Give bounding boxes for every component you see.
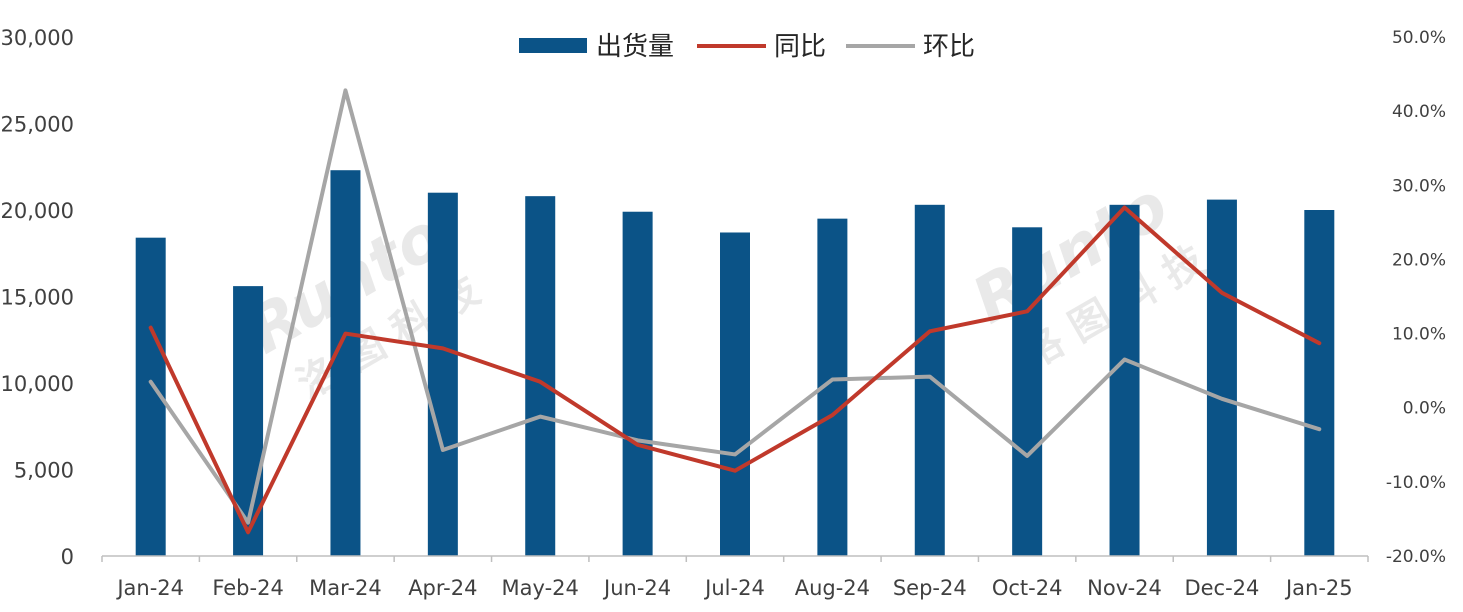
bar-Nov-24 (1109, 204, 1140, 556)
bar-Jul-24 (720, 232, 750, 557)
x-tick-label: Mar-24 (309, 576, 382, 600)
x-tick-label: Jul-24 (703, 576, 765, 600)
y-left-tick-label: 20,000 (1, 199, 74, 223)
y-left-tick-label: 25,000 (1, 113, 74, 137)
x-tick-label: Jan-24 (115, 576, 184, 600)
legend-label-yoy: 同比 (774, 32, 826, 62)
bar-Sep-24 (914, 204, 945, 556)
x-tick-label: Dec-24 (1184, 576, 1259, 600)
bar-Mar-24 (330, 170, 361, 556)
bar-May-24 (525, 196, 556, 556)
y-left-tick-label: 5,000 (14, 459, 74, 483)
line-yoy (148, 205, 1322, 535)
line-series (148, 88, 1322, 535)
x-tick-label: Jan-25 (1284, 576, 1353, 600)
legend-label-mom: 环比 (923, 32, 975, 62)
legend-swatch-shipments (519, 38, 587, 53)
bar-Jun-24 (622, 211, 653, 557)
y-right-tick-label: 10.0% (1392, 325, 1446, 345)
x-tick-label: May-24 (502, 576, 579, 600)
y-left-tick-label: 0 (61, 545, 74, 569)
x-tick-label: Apr-24 (408, 576, 477, 600)
bar-Jan-25 (1304, 210, 1335, 556)
bar-series (135, 170, 1335, 557)
legend-label-shipments: 出货量 (596, 32, 674, 62)
legend: 出货量 同比 环比 (519, 32, 975, 62)
line-mom (148, 88, 1322, 525)
y-right-tick-label: 20.0% (1392, 250, 1446, 270)
x-tick-label: Nov-24 (1087, 576, 1162, 600)
x-tick-label: Oct-24 (992, 576, 1063, 600)
y-right-tick-label: -10.0% (1386, 473, 1446, 493)
bar-Apr-24 (427, 192, 458, 556)
x-tick-label: Sep-24 (893, 576, 967, 600)
bar-Dec-24 (1206, 199, 1237, 556)
y-left-tick-label: 30,000 (1, 26, 74, 50)
y-right-tick-label: 30.0% (1392, 176, 1446, 196)
x-tick-label: Aug-24 (795, 576, 870, 600)
y-left-tick-label: 15,000 (1, 286, 74, 310)
bar-Oct-24 (1012, 227, 1043, 557)
y-right-tick-label: -20.0% (1386, 547, 1446, 567)
y-right-tick-label: 50.0% (1392, 28, 1446, 48)
y-left-tick-label: 10,000 (1, 372, 74, 396)
y-right-tick-label: 40.0% (1392, 102, 1446, 122)
x-tick-label: Feb-24 (212, 576, 283, 600)
y-right-tick-label: 0.0% (1403, 399, 1446, 419)
x-tick-label: Jun-24 (602, 576, 671, 600)
axes: Jan-24 Feb-24 Mar-24 Apr-24 May-24 Jun-24 Jul-… (1, 26, 1446, 600)
